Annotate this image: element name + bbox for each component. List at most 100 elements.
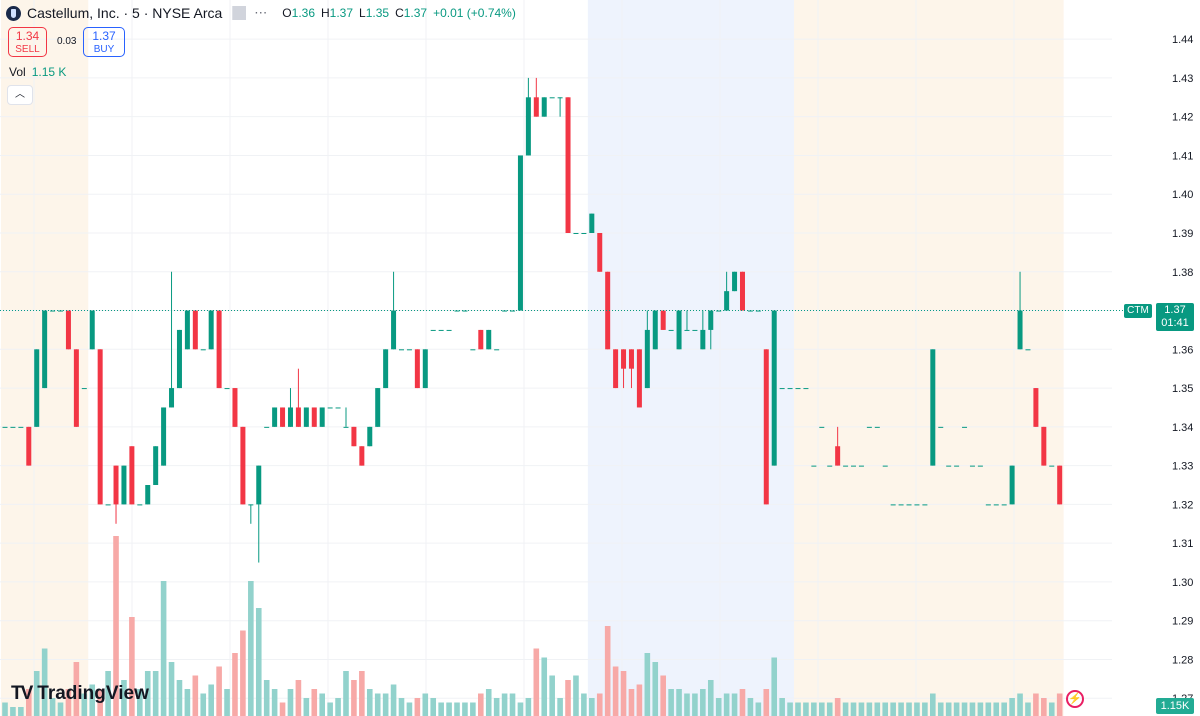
candle-body bbox=[692, 329, 698, 331]
candle-body bbox=[858, 465, 864, 467]
price-axis-label: 1.29 bbox=[1172, 616, 1193, 628]
flag-icon[interactable] bbox=[232, 6, 247, 20]
candle-body bbox=[113, 465, 119, 505]
candle-body bbox=[510, 310, 516, 312]
candle-body bbox=[351, 426, 357, 447]
candle-body bbox=[597, 232, 603, 272]
volume-bar bbox=[803, 702, 809, 716]
candle-body bbox=[272, 407, 278, 427]
candle-body bbox=[962, 426, 968, 428]
lightning-icon[interactable]: ⚡ bbox=[1066, 690, 1084, 708]
candle-body bbox=[145, 485, 151, 505]
volume-bar bbox=[121, 680, 127, 716]
candle-body bbox=[1017, 310, 1023, 350]
price-axis-label: 1.38 bbox=[1172, 267, 1193, 279]
volume-bar bbox=[842, 702, 849, 716]
volume-price-tag: 1.15K bbox=[1156, 698, 1194, 714]
volume-bar bbox=[850, 702, 857, 716]
candle-body bbox=[827, 465, 833, 467]
volume-bar bbox=[890, 702, 896, 716]
candle-body bbox=[969, 465, 975, 467]
candle-body bbox=[684, 329, 690, 331]
volume-bar bbox=[105, 671, 111, 716]
price-axis-label: 1.44 bbox=[1172, 34, 1193, 46]
candle-body bbox=[375, 388, 381, 427]
chevron-up-icon: ︿ bbox=[15, 89, 25, 100]
volume-bar bbox=[723, 693, 730, 716]
candle-body bbox=[525, 97, 531, 156]
volume-bar bbox=[565, 680, 571, 716]
volume-bar bbox=[985, 702, 992, 716]
candle-body bbox=[628, 349, 634, 369]
candle-body bbox=[1057, 465, 1063, 505]
price-axis-label: 1.40 bbox=[1172, 189, 1193, 201]
volume-bar bbox=[953, 702, 960, 716]
volume-bar bbox=[557, 698, 563, 716]
volume-bar bbox=[414, 698, 421, 716]
candle-body bbox=[343, 426, 349, 428]
more-options-icon[interactable]: ⋯ bbox=[254, 5, 269, 20]
candle-body bbox=[700, 329, 706, 350]
candle-body bbox=[232, 388, 238, 427]
tradingview-logo[interactable]: TV TradingView bbox=[11, 683, 149, 705]
candle-body bbox=[652, 310, 658, 350]
candle-body bbox=[34, 349, 40, 427]
volume-bar bbox=[541, 657, 548, 716]
price-axis-label: 1.33 bbox=[1172, 461, 1193, 473]
collapse-legend-button[interactable]: ︿ bbox=[7, 85, 33, 105]
candle-body bbox=[605, 271, 611, 350]
buy-button[interactable]: 1.37 BUY bbox=[83, 27, 125, 57]
volume-bar bbox=[1017, 693, 1023, 716]
volume-bar bbox=[715, 698, 722, 716]
low-label: L bbox=[359, 6, 366, 20]
candle-body bbox=[399, 349, 404, 351]
symbol-title[interactable]: Castellum, Inc. · 5 · NYSE Arca bbox=[27, 5, 223, 21]
candle-body bbox=[985, 504, 991, 506]
volume-bar bbox=[818, 702, 825, 716]
tv-logo-icon: TV bbox=[11, 683, 33, 704]
candle-body bbox=[208, 310, 214, 350]
candle-body bbox=[303, 407, 309, 427]
volume-bar bbox=[160, 581, 167, 716]
volume-bar bbox=[930, 693, 936, 716]
volume-bar bbox=[224, 689, 230, 716]
volume-bar bbox=[2, 702, 8, 716]
candle-body bbox=[1033, 388, 1039, 427]
volume-bar bbox=[446, 702, 452, 716]
volume-bar bbox=[906, 702, 912, 716]
candle-body bbox=[787, 388, 793, 390]
volume-bar bbox=[874, 702, 881, 716]
volume-bar bbox=[1041, 698, 1047, 716]
volume-label: Vol bbox=[9, 65, 26, 79]
candle-body bbox=[1025, 349, 1031, 351]
volume-bar bbox=[406, 702, 413, 716]
candle-body bbox=[18, 426, 24, 428]
candle-body bbox=[771, 310, 777, 466]
candle-body bbox=[874, 426, 880, 428]
volume-bar bbox=[1009, 698, 1015, 716]
volume-bar bbox=[485, 689, 492, 716]
candle-body bbox=[26, 426, 32, 466]
volume-bar bbox=[65, 689, 72, 716]
candle-body bbox=[462, 310, 468, 312]
volume-bar bbox=[49, 698, 56, 716]
candle-body bbox=[589, 213, 595, 233]
candle-body bbox=[882, 465, 888, 467]
candle-body bbox=[359, 446, 365, 466]
volume-bar bbox=[739, 689, 746, 716]
price-axis-label: 1.34 bbox=[1172, 422, 1193, 434]
volume-bar bbox=[470, 702, 476, 716]
sell-button[interactable]: 1.34 SELL bbox=[8, 27, 47, 57]
volume-bar bbox=[501, 693, 508, 716]
change-value: +0.01 (+0.74%) bbox=[433, 6, 516, 20]
candle-body bbox=[240, 426, 246, 505]
volume-bar bbox=[255, 608, 262, 716]
candle-body bbox=[724, 291, 730, 311]
volume-bar bbox=[573, 675, 579, 716]
volume-bar bbox=[581, 693, 587, 716]
volume-bar bbox=[882, 702, 889, 716]
volume-bar bbox=[700, 689, 706, 716]
volume-bar bbox=[961, 702, 968, 716]
